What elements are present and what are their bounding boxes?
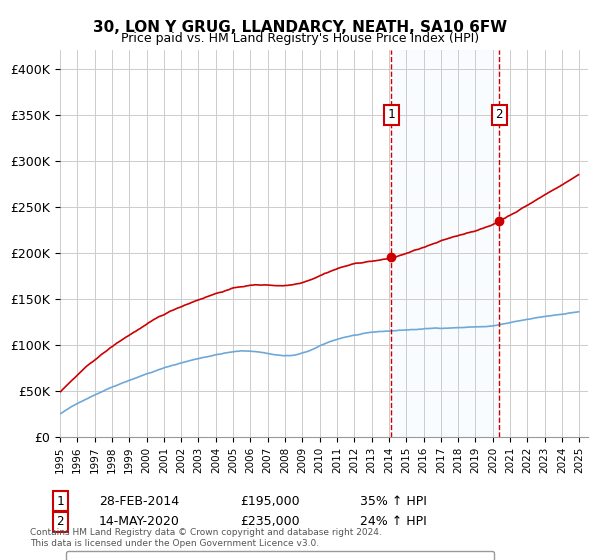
Bar [391,50,499,437]
Text: £195,000: £195,000 [240,494,299,508]
Text: 28-FEB-2014: 28-FEB-2014 [99,494,179,508]
Text: Contains HM Land Registry data © Crown copyright and database right 2024.
This d: Contains HM Land Registry data © Crown c… [30,528,382,548]
Text: 2: 2 [496,108,503,122]
Text: 24% ↑ HPI: 24% ↑ HPI [360,515,427,529]
Text: 1: 1 [56,494,64,508]
Text: £235,000: £235,000 [240,515,299,529]
Text: 2: 2 [56,515,64,529]
Text: 14-MAY-2020: 14-MAY-2020 [99,515,180,529]
Text: Price paid vs. HM Land Registry's House Price Index (HPI): Price paid vs. HM Land Registry's House … [121,32,479,45]
Text: 35% ↑ HPI: 35% ↑ HPI [360,494,427,508]
Legend: 30, LON Y GRUG, LLANDARCY, NEATH, SA10 6FW (detached house), HPI: Average price,: 30, LON Y GRUG, LLANDARCY, NEATH, SA10 6… [65,550,494,560]
Text: 30, LON Y GRUG, LLANDARCY, NEATH, SA10 6FW: 30, LON Y GRUG, LLANDARCY, NEATH, SA10 6… [93,20,507,35]
Text: 1: 1 [388,108,395,122]
